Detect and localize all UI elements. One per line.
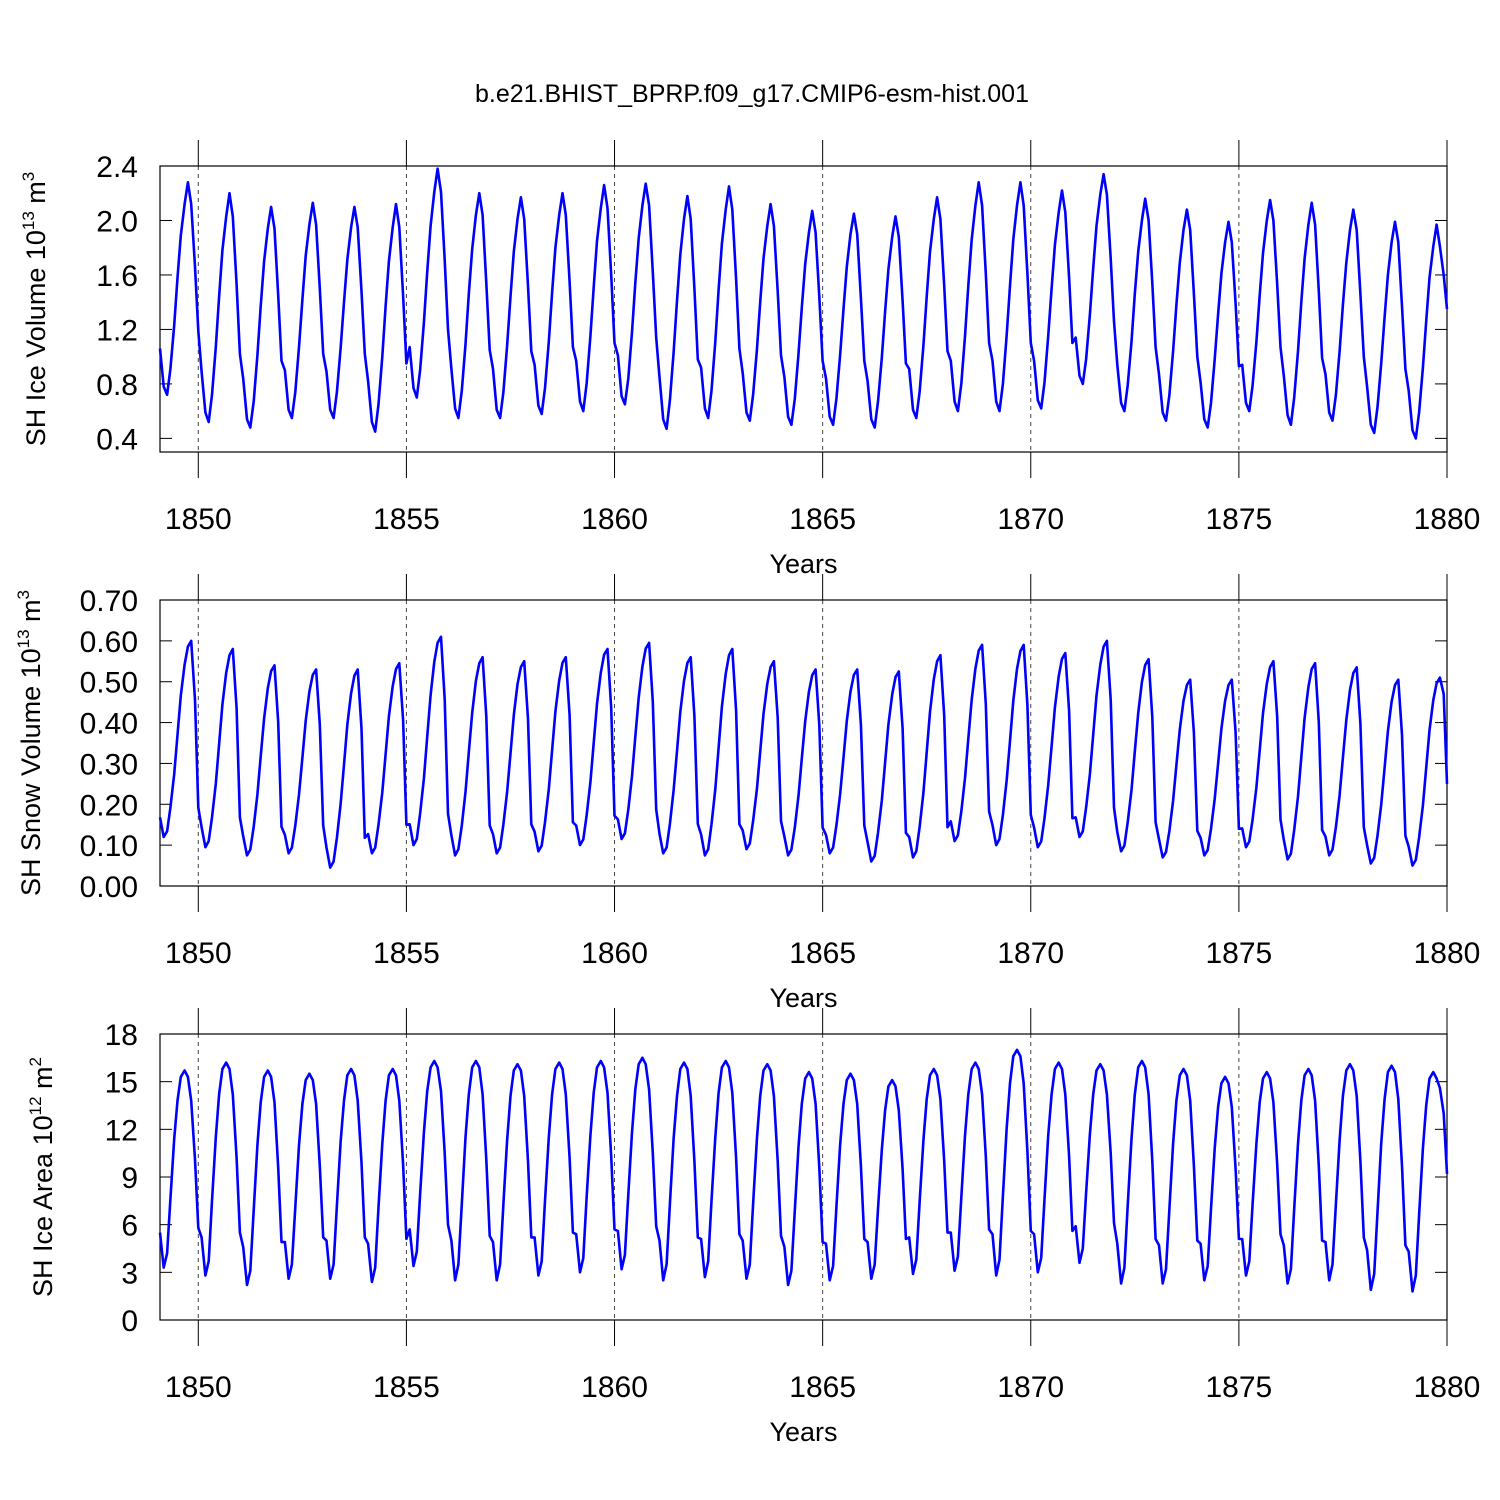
y-tick-label: 0.10: [80, 830, 138, 863]
y-axis-label-part: m: [16, 599, 46, 629]
x-tick-label: 1865: [789, 1371, 856, 1404]
y-tick-label: 1.2: [96, 314, 138, 347]
y-tick-label: 12: [105, 1114, 138, 1147]
y-axis-label-part: m: [28, 1066, 58, 1096]
y-axis-label: SH Snow Volume 1013 m3: [14, 590, 46, 896]
y-tick-label: 9: [121, 1162, 138, 1195]
y-tick-label: 18: [105, 1019, 138, 1052]
x-tick-label: 1850: [165, 1371, 232, 1404]
y-tick-label: 15: [105, 1067, 138, 1100]
x-axis-label: Years: [769, 549, 837, 579]
y-tick-label: 0.8: [96, 369, 138, 402]
y-tick-label: 0.50: [80, 667, 138, 700]
x-tick-label: 1870: [997, 1371, 1064, 1404]
y-axis-label-part: SH Snow Volume 10: [16, 648, 46, 896]
x-tick-label: 1860: [581, 1371, 648, 1404]
data-line: [158, 167, 1449, 440]
x-tick-label: 1850: [165, 937, 232, 970]
y-tick-label: 2.4: [96, 151, 138, 184]
y-axis-label-part: SH Ice Volume 10: [21, 230, 51, 446]
x-tick-label: 1870: [997, 503, 1064, 536]
y-axis-label-exponent: 12: [26, 1096, 45, 1115]
y-axis-label-exponent: 3: [19, 172, 38, 181]
y-axis-label-exponent: 3: [14, 590, 33, 599]
y-tick-label: 0.40: [80, 708, 138, 741]
x-tick-label: 1880: [1414, 1371, 1481, 1404]
y-axis-label-exponent: 13: [14, 629, 33, 648]
y-tick-label: 0.70: [80, 585, 138, 618]
x-tick-label: 1865: [789, 937, 856, 970]
y-tick-label: 0.4: [96, 423, 138, 456]
x-tick-label: 1855: [373, 503, 440, 536]
y-axis-label-exponent: 13: [19, 211, 38, 230]
x-tick-label: 1850: [165, 503, 232, 536]
data-line: [158, 635, 1449, 869]
y-axis-label-exponent: 2: [26, 1057, 45, 1066]
y-axis-label: SH Ice Volume 1013 m3: [19, 172, 51, 447]
x-axis-label: Years: [769, 1417, 837, 1447]
y-axis-label: SH Ice Area 1012 m2: [26, 1057, 58, 1297]
x-tick-label: 1875: [1206, 937, 1273, 970]
y-axis-label-part: m: [21, 181, 51, 211]
y-tick-label: 0: [121, 1305, 138, 1338]
y-tick-label: 6: [121, 1210, 138, 1243]
x-tick-label: 1880: [1414, 503, 1481, 536]
y-tick-label: 1.6: [96, 260, 138, 293]
x-tick-label: 1855: [373, 937, 440, 970]
y-tick-label: 0.20: [80, 789, 138, 822]
x-tick-label: 1860: [581, 937, 648, 970]
y-axis-label-part: SH Ice Area 10: [28, 1115, 58, 1297]
plot-frame: [159, 599, 1448, 887]
y-tick-label: 0.30: [80, 748, 138, 781]
x-tick-label: 1875: [1206, 1371, 1273, 1404]
panel: 1850 1855 1860 1865 1870 1875 1880 0.4 0.8 1.2 1.6…: [19, 140, 1480, 579]
y-tick-label: 3: [121, 1257, 138, 1290]
x-tick-label: 1855: [373, 1371, 440, 1404]
x-tick-label: 1865: [789, 503, 856, 536]
y-tick-label: 0.00: [80, 871, 138, 904]
plot-frame: [159, 1033, 1448, 1321]
panel: 1850 1855 1860 1865 1870 1875 1880 0.00 0.10 0.20…: [14, 574, 1480, 1013]
data-line: [158, 1048, 1449, 1293]
y-tick-label: 2.0: [96, 205, 138, 238]
y-tick-label: 0.60: [80, 626, 138, 659]
x-tick-label: 1870: [997, 937, 1064, 970]
x-tick-label: 1860: [581, 503, 648, 536]
x-tick-label: 1875: [1206, 503, 1273, 536]
panel: 1850 1855 1860 1865 1870 1875 1880 0 3 6 9 12 15 18 Ye…: [26, 1008, 1480, 1447]
x-tick-label: 1880: [1414, 937, 1481, 970]
x-axis-label: Years: [769, 983, 837, 1013]
figure-title: b.e21.BHIST_BPRP.f09_g17.CMIP6-esm-hist.…: [475, 80, 1029, 108]
